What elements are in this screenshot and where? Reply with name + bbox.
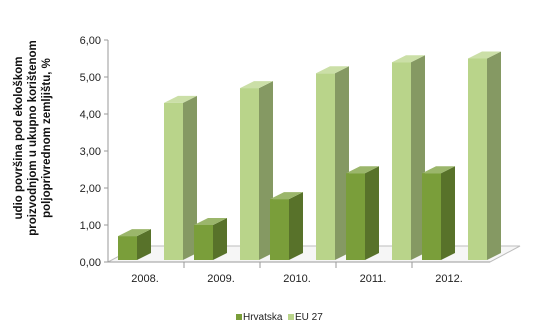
bar-hrvatska-3 [346,166,379,260]
bar-eu27-1-front [240,88,259,260]
bar-eu27-1-top [240,81,273,89]
y-axis-title-line-2: proizvodnjom u ukupno korištenom [27,40,39,236]
x-tick-label: 2008. [131,273,159,285]
y-tick-label: 4,00 [80,109,101,121]
x-tick-label: 2011. [360,273,387,285]
bar-hrvatska-0-front [118,236,137,260]
bar-eu27-2-top [316,66,349,74]
bar-eu27-3-side [411,55,425,261]
y-tick-label: 2,00 [80,183,101,195]
bar-hrvatska-3-top [346,166,379,174]
y-tick-label: 0,00 [80,257,101,269]
bar-eu27-3 [392,55,425,261]
y-axis-title-line-1: udio površina pod ekološkom [13,57,25,220]
bar-hrvatska-2-top [270,192,303,200]
bar-hrvatska-4-front [422,173,441,260]
bar-eu27-3-top [392,55,425,63]
y-axis-title-line-3: poljoprivrednom zemljištu, % [41,58,53,218]
bar-hrvatska-1 [194,218,227,260]
bar-eu27-0 [164,95,197,261]
legend-swatch-eu27 [288,314,294,320]
legend-swatch-hrvatska [236,314,242,320]
bar-eu27-4 [468,51,501,260]
x-tick-label: 2012. [435,273,463,285]
x-tick-label: 2010. [283,273,311,285]
bar-hrvatska-3-front [346,173,365,260]
bar-hrvatska-0-side [137,229,151,260]
bar-eu27-0-front [164,102,183,261]
x-axis-ticks: 2008. 2009. 2010. 2011. 2012. [108,261,490,285]
bar-eu27-0-top [164,95,197,103]
bar-hrvatska-1-top [194,218,227,225]
bar-hrvatska-4-side [441,166,455,260]
x-tick-label: 2009. [207,273,235,285]
bar-eu27-2-side [335,66,349,260]
bars [118,51,501,261]
y-tick-label: 6,00 [80,35,101,47]
bar-eu27-2-front [316,73,335,260]
bar-hrvatska-4 [422,166,455,260]
bar-eu27-0-side [183,95,197,261]
y-tick-label: 1,00 [80,220,101,232]
bar-eu27-4-front [468,58,487,260]
y-axis-ticks: 0,00 1,00 2,00 3,00 4,00 5,00 6,00 [80,35,108,269]
legend: Hrvatska EU 27 [236,312,323,323]
bar-eu27-1-side [259,81,273,260]
bar-hrvatska-3-side [365,166,379,260]
bar-eu27-4-top [468,51,501,59]
legend-label-eu27: EU 27 [295,312,323,323]
bar-hrvatska-2-side [289,192,303,260]
bar-eu27-2 [316,66,349,260]
y-tick-label: 5,00 [80,72,101,84]
y-tick-label: 3,00 [80,146,101,158]
bar-hrvatska-0-top [118,229,151,237]
bar-hrvatska-2-front [270,199,289,260]
bar-hrvatska-0 [118,229,151,260]
bar-eu27-1 [240,81,273,260]
bar-hrvatska-4-top [422,166,455,174]
bar-eu27-3-front [392,62,411,261]
bar-hrvatska-1-side [213,218,227,260]
legend-label-hrvatska: Hrvatska [243,312,283,323]
bar-eu27-4-side [487,51,501,260]
bar-hrvatska-2 [270,192,303,260]
y-axis-title: udio površina pod ekološkom proizvodnjom… [13,40,53,236]
bar-hrvatska-1-front [194,225,213,260]
